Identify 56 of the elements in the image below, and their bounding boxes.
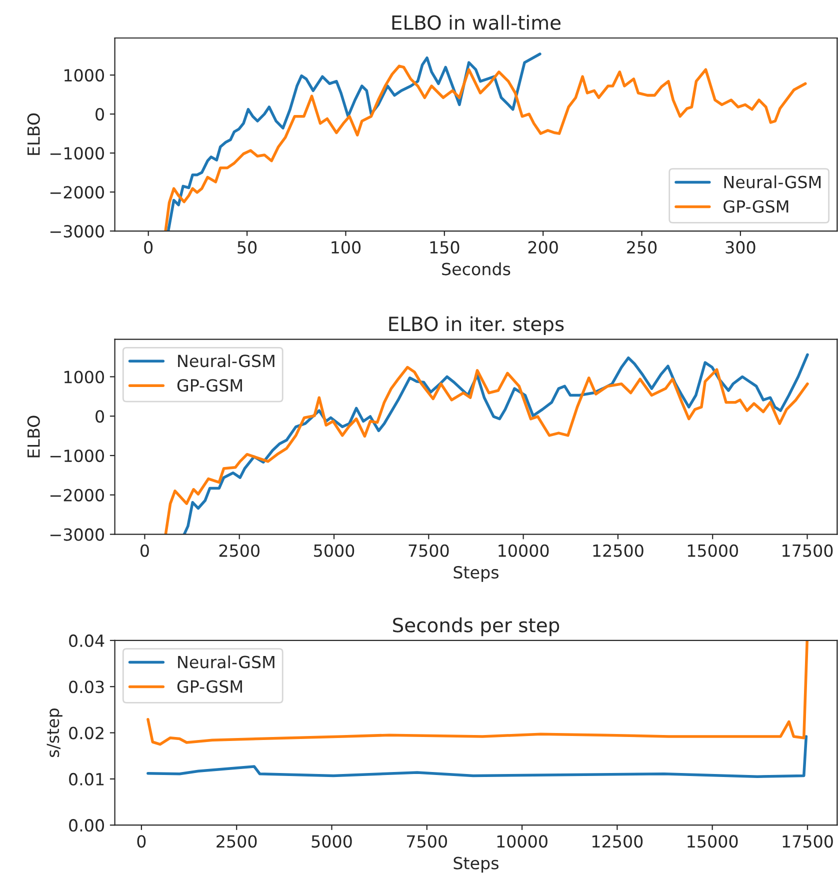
legend-label: GP-GSM: [177, 379, 242, 392]
x-tick-label: 15000: [688, 544, 738, 557]
legend-label: GP-GSM: [177, 680, 242, 693]
x-tick-label: 10000: [498, 544, 549, 557]
x-tick-label: 5000: [314, 544, 354, 557]
x-tick-label: 50: [238, 241, 257, 254]
x-axis-title: Steps: [454, 856, 498, 873]
x-tick-label: 17500: [782, 835, 833, 848]
y-tick-label: −1000: [50, 449, 104, 462]
y-tick-label: 1000: [64, 370, 104, 384]
x-tick-label: 5000: [312, 835, 352, 848]
x-tick-label: 250: [627, 241, 657, 254]
y-tick-label: 0.03: [69, 680, 104, 694]
y-tick-label: −2000: [50, 186, 104, 199]
line-series: [146, 735, 808, 778]
y-tick-label: 0: [96, 410, 104, 423]
y-tick-label: −3000: [50, 528, 104, 541]
y-axis-title: s/step: [46, 708, 62, 758]
x-tick-label: 17500: [782, 544, 833, 557]
x-tick-label: 100: [332, 241, 361, 254]
x-tick-label: 10000: [497, 835, 548, 848]
x-tick-label: 2500: [216, 835, 257, 848]
y-axis-title: ELBO: [27, 416, 40, 458]
chart-title: ELBO in wall-time: [392, 14, 560, 30]
x-axis-title: Steps: [454, 566, 498, 582]
line-series: [146, 640, 809, 746]
chart-title: ELBO in iter. steps: [389, 316, 564, 336]
x-tick-label: 0: [137, 835, 146, 848]
x-tick-label: 300: [726, 241, 756, 254]
chart-title: Seconds per step: [393, 617, 560, 636]
legend-label: GP-GSM: [724, 200, 788, 213]
legend-label: Neural-GSM: [178, 655, 274, 668]
x-tick-label: 7500: [407, 835, 447, 848]
y-tick-label: 0.01: [69, 772, 104, 786]
y-tick-label: 0.00: [69, 819, 104, 832]
x-tick-label: 0: [140, 544, 149, 557]
y-axis-title: ELBO: [27, 113, 40, 155]
x-tick-label: 7500: [408, 544, 449, 557]
x-tick-label: 200: [528, 241, 558, 254]
legend-label: Neural-GSM: [178, 354, 274, 368]
y-tick-label: 0.04: [69, 634, 104, 648]
x-tick-label: 15000: [688, 835, 738, 848]
x-tick-label: 150: [430, 241, 460, 254]
x-axis-title: Seconds: [442, 262, 510, 276]
legend-label: Neural-GSM: [724, 175, 821, 188]
y-tick-label: −2000: [50, 488, 104, 502]
y-tick-label: −3000: [50, 224, 104, 238]
y-tick-label: −1000: [50, 147, 104, 160]
line-series: [166, 52, 542, 232]
y-tick-label: 0.02: [69, 726, 104, 740]
y-tick-label: 0: [96, 108, 104, 121]
x-tick-label: 0: [144, 241, 153, 254]
x-tick-label: 12500: [592, 835, 643, 848]
x-tick-label: 12500: [593, 544, 644, 557]
x-tick-label: 2500: [219, 544, 260, 557]
y-tick-label: 1000: [64, 69, 104, 82]
